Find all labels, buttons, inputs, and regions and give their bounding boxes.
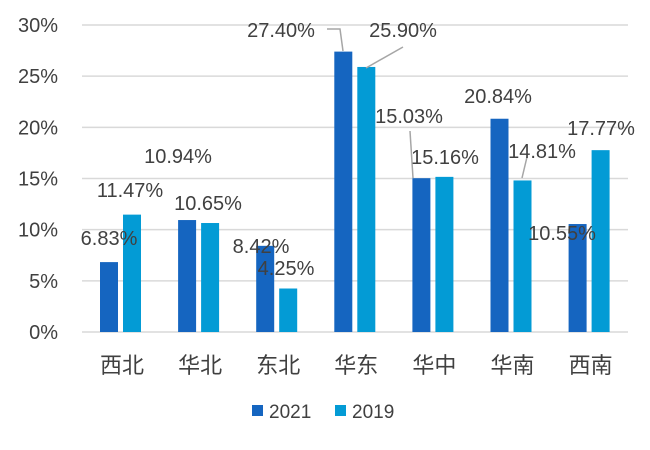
- data-label: 6.83%: [81, 228, 138, 250]
- bar-2021-西南: [568, 224, 587, 332]
- y-tick-label: 20%: [18, 117, 58, 139]
- y-tick-label: 15%: [18, 169, 58, 191]
- bar-2019-华南: [513, 180, 532, 332]
- data-label: 15.03%: [375, 106, 443, 128]
- x-tick-label: 华南: [490, 353, 534, 378]
- leader-line: [409, 130, 414, 179]
- bar-2019-华北: [201, 223, 220, 332]
- legend-swatch-2021: [252, 405, 263, 416]
- legend-swatch-2019: [335, 405, 346, 416]
- bar-2021-西北: [100, 262, 118, 332]
- y-tick-label: 25%: [18, 66, 58, 88]
- bar-2019-东北: [279, 288, 298, 332]
- bar-2019-华中: [435, 176, 454, 332]
- x-tick-label: 华北: [178, 353, 222, 378]
- bar-2021-华中: [412, 178, 431, 332]
- leader-line: [365, 46, 404, 69]
- x-tick-label: 华东: [334, 353, 378, 378]
- data-label: 8.42%: [233, 236, 290, 258]
- leader-line: [327, 28, 344, 52]
- data-label: 10.55%: [528, 223, 596, 245]
- data-label: 27.40%: [247, 20, 315, 42]
- x-tick-label: 东北: [256, 353, 300, 378]
- x-tick-label: 西南: [569, 353, 613, 378]
- y-tick-label: 0%: [29, 322, 58, 344]
- legend-label: 2021: [269, 402, 311, 423]
- data-label: 14.81%: [508, 141, 576, 163]
- bar-2021-华南: [490, 118, 509, 332]
- data-label: 10.65%: [174, 193, 242, 215]
- y-tick-label: 10%: [18, 220, 58, 242]
- data-label: 10.94%: [144, 146, 212, 168]
- y-tick-label: 30%: [18, 15, 58, 37]
- data-label: 15.16%: [411, 147, 479, 169]
- leader-line: [521, 156, 528, 179]
- data-label: 4.25%: [258, 258, 315, 280]
- data-label: 20.84%: [464, 86, 532, 108]
- x-tick-label: 华中: [412, 353, 456, 378]
- x-tick-label: 西北: [100, 353, 144, 378]
- bar-2021-东北: [256, 245, 275, 332]
- y-tick-label: 5%: [29, 271, 58, 293]
- bar-2019-西北: [123, 214, 141, 332]
- bar-2021-华东: [334, 51, 353, 333]
- data-label: 25.90%: [369, 20, 437, 42]
- data-label: 17.77%: [567, 118, 635, 140]
- data-label: 11.47%: [97, 180, 164, 202]
- bar-2021-华北: [178, 220, 197, 332]
- bar-2019-华东: [357, 66, 376, 332]
- bar-2019-西南: [591, 150, 610, 332]
- legend-label: 2019: [352, 402, 394, 423]
